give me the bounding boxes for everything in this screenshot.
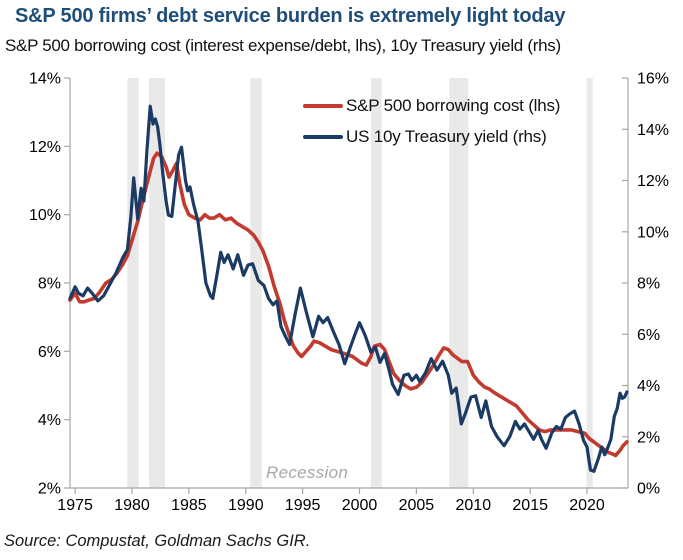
left-axis-tick-label: 4% — [38, 412, 61, 429]
left-axis-tick-label: 12% — [29, 139, 61, 156]
x-axis-tick-label: 1985 — [171, 497, 207, 514]
right-axis-tick-label: 8% — [637, 276, 660, 293]
legend-label-treasury-yield: US 10y Treasury yield (rhs) — [346, 126, 547, 146]
legend-line-red-icon — [303, 103, 343, 108]
legend-item-borrowing-cost: S&P 500 borrowing cost (lhs) — [303, 93, 560, 118]
legend-label-borrowing-cost: S&P 500 borrowing cost (lhs) — [346, 95, 561, 115]
treasury-yield-line — [68, 104, 629, 473]
right-axis-tick-label: 14% — [637, 122, 669, 139]
x-axis-tick-label: 2015 — [512, 497, 548, 514]
left-axis-tick-label: 8% — [38, 276, 61, 293]
source-note: Source: Compustat, Goldman Sachs GIR. — [4, 532, 311, 550]
x-axis-tick-label: 1980 — [114, 497, 150, 514]
chart-title: S&P 500 firms’ debt service burden is ex… — [15, 5, 566, 27]
recession-annotation: Recession — [266, 463, 349, 482]
recession-band — [149, 78, 165, 488]
x-axis-tick-label: 2020 — [569, 497, 605, 514]
legend-line-navy-icon — [303, 134, 343, 139]
right-axis-tick-label: 10% — [637, 224, 669, 241]
x-axis-tick-label: 1975 — [57, 497, 93, 514]
left-axis-tick-label: 14% — [29, 71, 61, 88]
chart-legend: S&P 500 borrowing cost (lhs) US 10y Trea… — [303, 93, 560, 155]
right-axis-tick-label: 16% — [637, 71, 669, 88]
chart-subtitle: S&P 500 borrowing cost (interest expense… — [5, 36, 561, 55]
right-axis-tick-label: 6% — [637, 327, 660, 344]
left-axis-tick-label: 2% — [38, 481, 61, 498]
x-axis-tick-label: 1995 — [285, 497, 321, 514]
recession-band — [370, 78, 382, 488]
left-axis-tick-label: 10% — [29, 207, 61, 224]
x-axis-tick-label: 1990 — [228, 497, 264, 514]
recession-band — [449, 78, 469, 488]
right-axis-tick-label: 0% — [637, 481, 660, 498]
legend-item-treasury-yield: US 10y Treasury yield (rhs) — [303, 124, 560, 149]
recession-band — [250, 78, 262, 488]
left-axis-tick-label: 6% — [38, 344, 61, 361]
recession-band — [586, 78, 593, 488]
chart-plot: 14% 12% 10% 8% 6% 4% 2% 16% 14% 12% 10% 8% 6% 4% 2% 0% 1… — [29, 71, 669, 515]
x-axis-tick-label: 2000 — [342, 497, 378, 514]
right-axis-tick-label: 4% — [637, 378, 660, 395]
right-axis-tick-label: 12% — [637, 173, 669, 190]
right-axis-tick-label: 2% — [637, 429, 660, 446]
x-axis-tick-label: 2010 — [456, 497, 492, 514]
recession-band — [127, 78, 139, 488]
x-axis-tick-label: 2005 — [399, 497, 435, 514]
